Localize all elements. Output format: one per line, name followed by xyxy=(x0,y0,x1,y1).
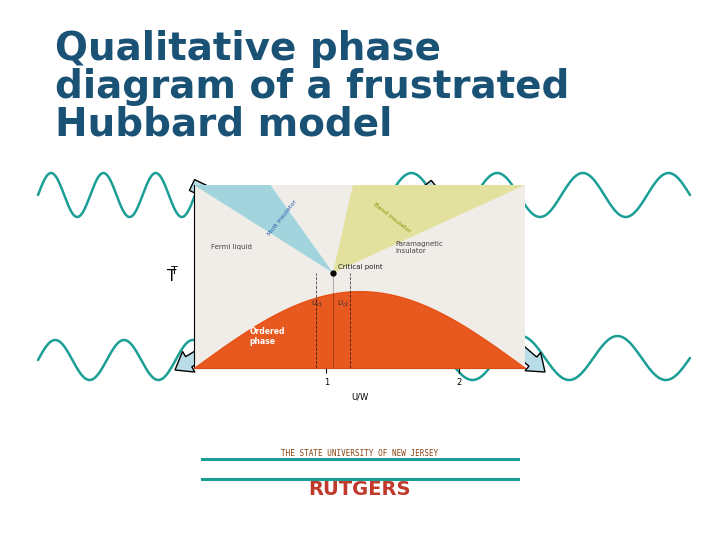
X-axis label: U/W: U/W xyxy=(351,392,368,401)
Polygon shape xyxy=(333,185,525,273)
Text: Mott insulator: Mott insulator xyxy=(267,199,298,237)
Text: T: T xyxy=(167,269,176,284)
Text: Ordered
phase: Ordered phase xyxy=(250,327,285,346)
Text: $U_{c1}$: $U_{c1}$ xyxy=(310,299,323,309)
Text: Critical point: Critical point xyxy=(338,264,383,270)
Polygon shape xyxy=(380,180,438,230)
Polygon shape xyxy=(189,180,285,234)
Text: THE STATE UNIVERSITY OF NEW JERSEY: THE STATE UNIVERSITY OF NEW JERSEY xyxy=(282,449,438,458)
Text: Band insulator: Band insulator xyxy=(373,202,412,234)
Polygon shape xyxy=(194,185,333,273)
Polygon shape xyxy=(175,320,253,372)
Text: Hubbard model: Hubbard model xyxy=(55,106,392,144)
Text: Fermi liquid: Fermi liquid xyxy=(211,244,252,250)
Text: Paramagnetic
insulator: Paramagnetic insulator xyxy=(395,241,443,254)
Polygon shape xyxy=(486,320,545,372)
Text: diagram of a frustrated: diagram of a frustrated xyxy=(55,68,570,106)
Text: Qualitative phase: Qualitative phase xyxy=(55,30,441,68)
Text: RUTGERS: RUTGERS xyxy=(309,480,411,499)
Text: $U_{c2}$: $U_{c2}$ xyxy=(337,299,349,309)
Y-axis label: T: T xyxy=(171,267,178,276)
